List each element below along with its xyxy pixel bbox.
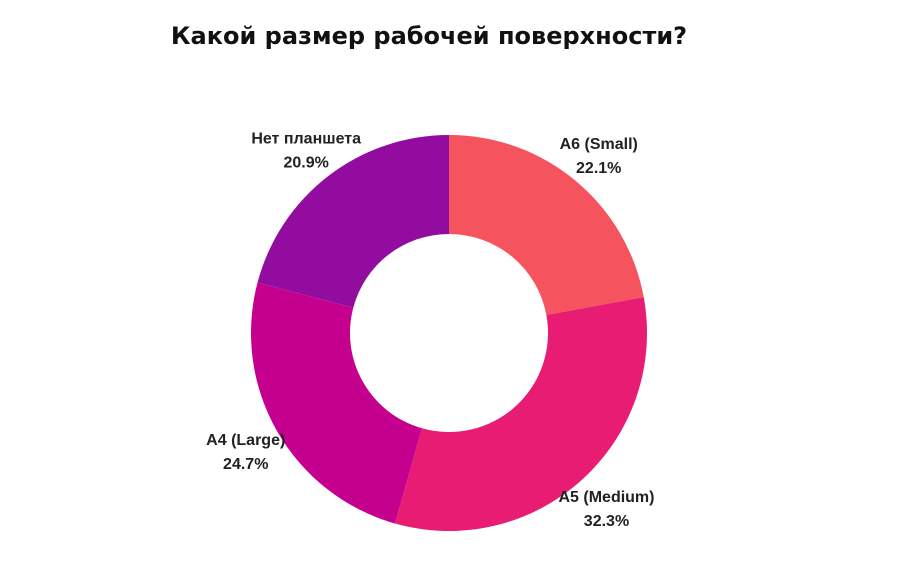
slice-value-0: 22.1% [576,160,621,177]
slice-label-1: A5 (Medium) [558,489,654,506]
slice-2 [250,282,422,524]
slice-label-2: A4 (Large) [206,432,285,449]
slice-value-1: 32.3% [584,513,629,530]
slices-group [250,135,648,531]
slice-3 [257,135,449,308]
slice-value-2: 24.7% [223,456,268,473]
slice-value-3: 20.9% [283,155,328,172]
slice-label-3: Нет планшета [251,131,361,148]
labels-group: A6 (Small) 22.1% A5 (Medium) 32.3% A4 (Large… [206,131,654,530]
slice-0 [449,135,644,316]
slice-label-0: A6 (Small) [560,136,638,153]
slice-1 [394,297,648,531]
chart-title: Какой размер рабочей поверхности? [170,22,688,50]
